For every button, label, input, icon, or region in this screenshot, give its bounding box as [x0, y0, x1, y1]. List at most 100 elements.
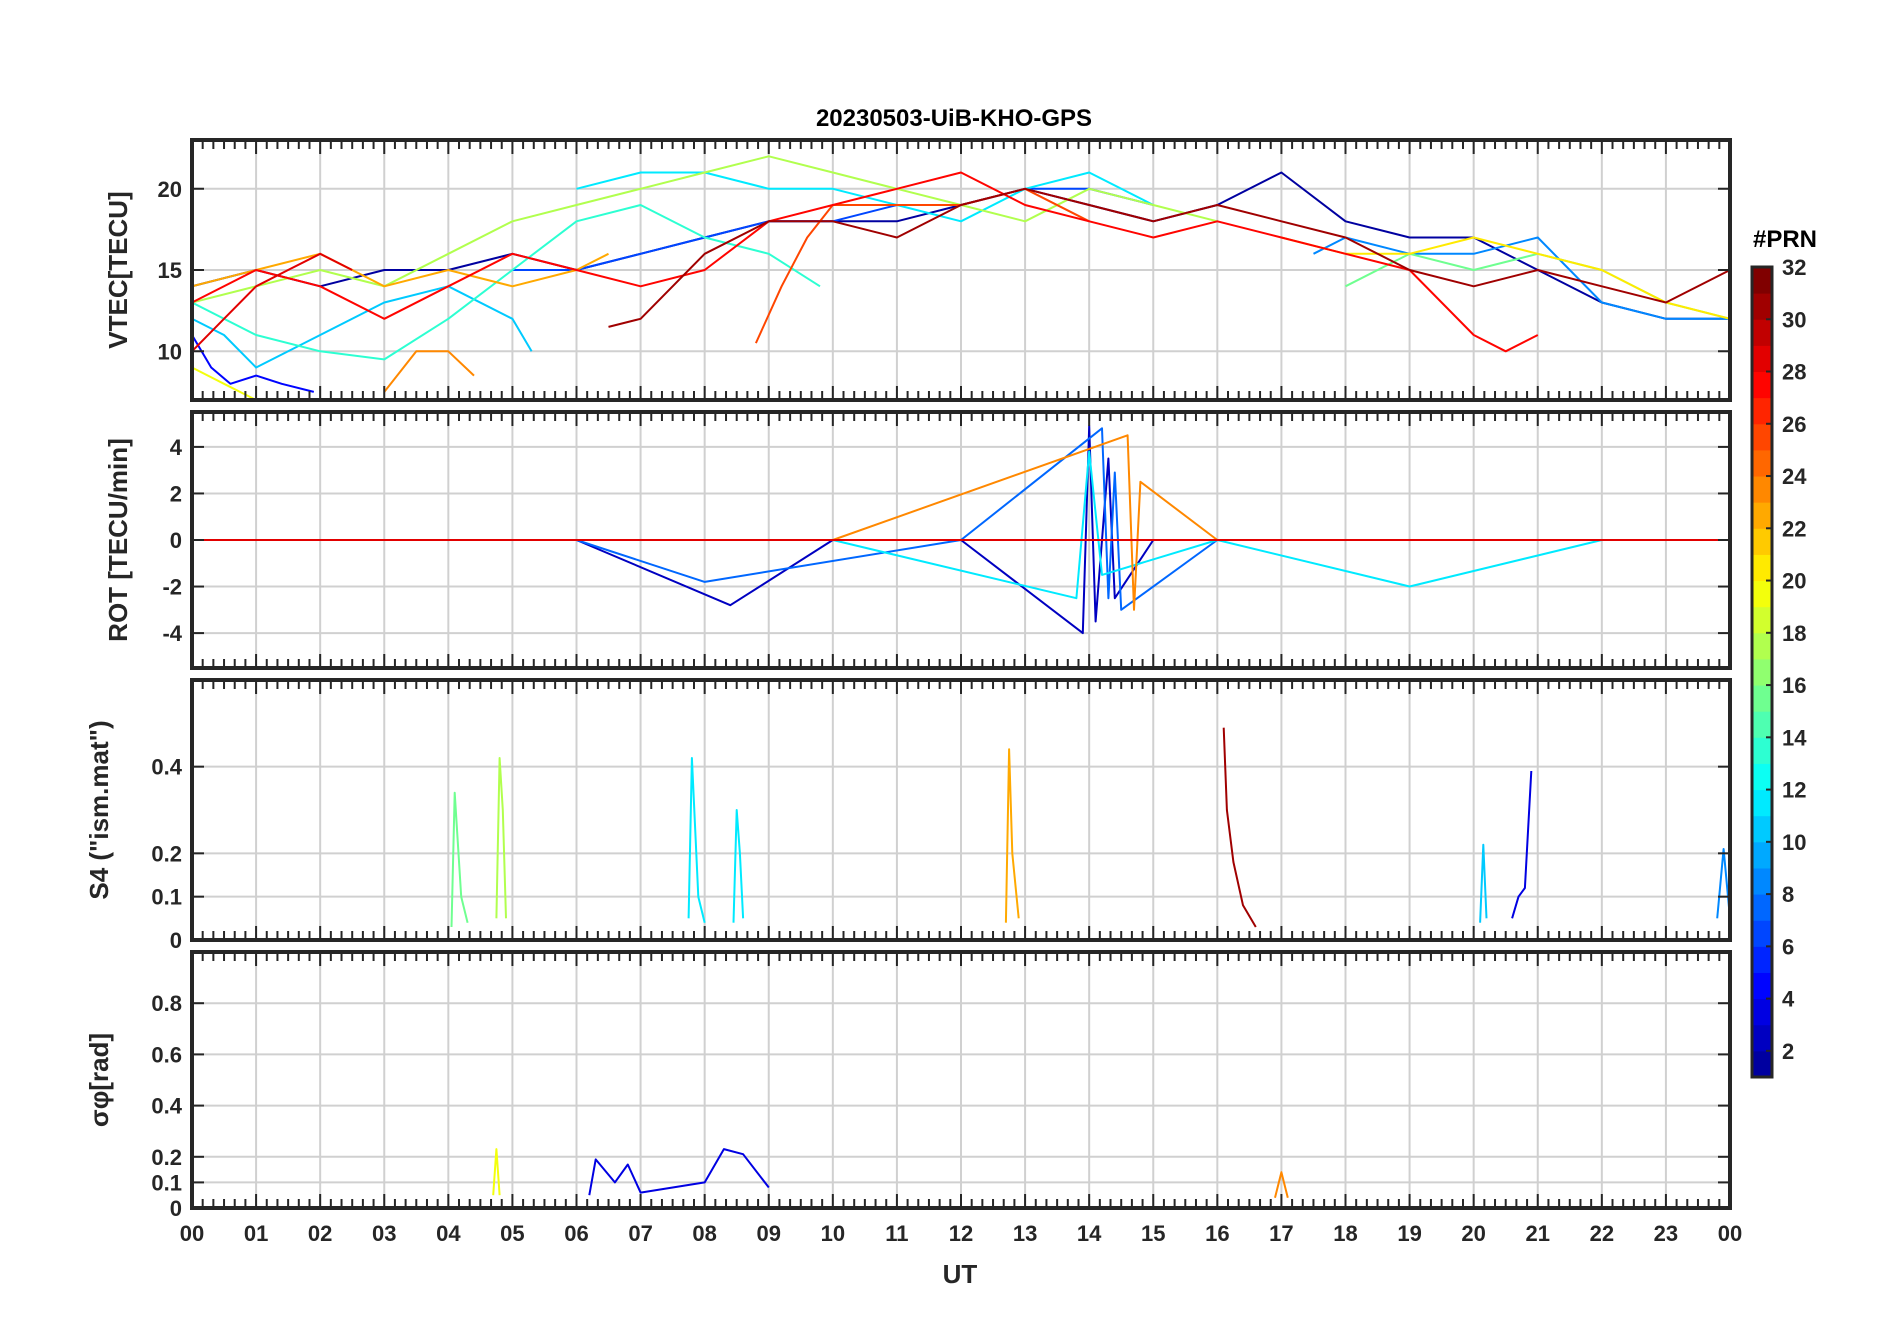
x-tick-label: 09 [757, 1221, 781, 1246]
y-axis-label: σφ[rad] [84, 1033, 114, 1127]
colorbar-segment [1752, 580, 1772, 608]
colorbar-segment [1752, 371, 1772, 399]
y-tick-label: 0.2 [151, 1145, 182, 1170]
colorbar-segment [1752, 658, 1772, 686]
y-tick-label: 0.6 [151, 1042, 182, 1067]
colorbar-segment [1752, 632, 1772, 660]
series-line-prn-11 [192, 285, 533, 369]
series-group [192, 425, 1730, 635]
colorbar-tick-label: 28 [1782, 360, 1806, 385]
y-tick-label: 0.4 [151, 1094, 182, 1119]
colorbar-tick-label: 24 [1782, 464, 1807, 489]
series-line-prn-16 [450, 791, 469, 928]
x-tick-label: 00 [180, 1221, 204, 1246]
series-line-prn-21 [1281, 236, 1730, 320]
x-tick-label: 10 [821, 1221, 845, 1246]
colorbar-segment [1752, 1050, 1772, 1078]
colorbar-tick-label: 2 [1782, 1039, 1794, 1064]
colorbar-tick-label: 10 [1782, 830, 1806, 855]
series-line-prn-24 [383, 350, 475, 393]
series-line-prn-5 [192, 334, 315, 393]
x-tick-label: 17 [1269, 1221, 1293, 1246]
y-tick-label: 0 [170, 1196, 182, 1221]
colorbar-segment [1752, 554, 1772, 582]
colorbar-segment [1752, 293, 1772, 320]
colorbar-segment [1752, 711, 1772, 738]
colorbar-segment [1752, 894, 1772, 921]
colorbar-segment [1752, 397, 1772, 425]
series-group [492, 1148, 1289, 1199]
chart-title: 20230503-UiB-KHO-GPS [816, 105, 1092, 132]
x-tick-label: 21 [1526, 1221, 1550, 1246]
colorbar-segment [1752, 1024, 1772, 1052]
colorbar-tick-label: 6 [1782, 934, 1794, 959]
y-axis-label: VTEC[TECU] [103, 191, 133, 348]
y-tick-label: 0.1 [151, 885, 182, 910]
colorbar-tick-label: 18 [1782, 621, 1806, 646]
series-line-prn-4 [1511, 770, 1533, 919]
colorbar-segment [1752, 867, 1772, 895]
y-tick-label: 0.4 [151, 755, 182, 780]
colorbar-tick-label: 8 [1782, 882, 1794, 907]
colorbar-segment [1752, 502, 1772, 529]
colorbar-segment [1752, 998, 1772, 1026]
series-line-prn-12 [687, 757, 706, 923]
panel-vtec: 10 15 20 VTEC[TECU] [103, 138, 1732, 402]
series-line-prn-31 [608, 187, 1730, 328]
y-tick-label: -2 [162, 575, 182, 600]
colorbar-segment [1752, 685, 1772, 712]
y-tick-label: 10 [158, 339, 182, 364]
y-tick-label: 0 [170, 928, 182, 953]
series-line-prn-28 [192, 171, 1539, 353]
series-line-prn-12 [192, 450, 1730, 600]
x-tick-label: 18 [1333, 1221, 1357, 1246]
colorbar-segment [1752, 920, 1772, 947]
x-tick-label: 02 [308, 1221, 332, 1246]
x-tick-label: 22 [1590, 1221, 1614, 1246]
x-tick-label: 04 [436, 1221, 461, 1246]
y-tick-label: 0.1 [151, 1170, 182, 1195]
y-tick-label: 15 [158, 258, 182, 283]
colorbar-segment [1752, 267, 1772, 294]
y-tick-label: 4 [170, 435, 183, 460]
colorbar-segment [1752, 972, 1772, 1000]
x-tick-label: 14 [1077, 1221, 1102, 1246]
colorbar-segment [1752, 345, 1772, 373]
x-tick-label: 00 [1718, 1221, 1742, 1246]
x-tick-label: 07 [628, 1221, 652, 1246]
colorbar-segment [1752, 789, 1772, 817]
colorbar-segment [1752, 528, 1772, 555]
y-tick-label: 2 [170, 481, 182, 506]
series-line-prn-12 [732, 809, 745, 923]
x-tick-label: 05 [500, 1221, 524, 1246]
colorbar-tick-label: 26 [1782, 412, 1806, 437]
series-group [192, 155, 1730, 400]
x-tick-label: 12 [949, 1221, 973, 1246]
colorbar-frame [1750, 265, 1774, 1079]
colorbar-tick-label: 4 [1782, 987, 1795, 1012]
colorbar-segment [1752, 946, 1772, 973]
y-tick-label: 0.2 [151, 841, 182, 866]
x-tick-label: 23 [1654, 1221, 1678, 1246]
y-tick-label: 20 [158, 177, 182, 202]
x-tick-label: 16 [1205, 1221, 1229, 1246]
y-tick-label: 0 [170, 528, 182, 553]
panel-sigma: 00.10.2 0.4 0.6 0.8 σφ[rad] 00 01 02 03 04 05 06 07 0… [84, 950, 1742, 1246]
y-tick-label: 0.8 [151, 991, 182, 1016]
series-line-prn-20 [492, 1148, 501, 1196]
x-tick-label: 06 [564, 1221, 588, 1246]
colorbar-tick-label: 12 [1782, 778, 1806, 803]
series-line-prn-23 [1004, 748, 1020, 923]
colorbar-tick-label: 14 [1782, 725, 1807, 750]
panel-s4: 0 0.1 0.2 0.4 S4 ("ism.mat") [84, 678, 1732, 953]
y-tick-label: -4 [162, 621, 182, 646]
x-tick-label: 15 [1141, 1221, 1165, 1246]
series-line-prn-31 [1222, 727, 1257, 928]
x-tick-label: 19 [1397, 1221, 1421, 1246]
series-group [450, 727, 1730, 928]
colorbar-segment [1752, 763, 1772, 791]
panel-rot: -4 -2 0 2 4 ROT [TECU/min] [103, 410, 1732, 670]
series-line-prn-29 [192, 252, 353, 353]
